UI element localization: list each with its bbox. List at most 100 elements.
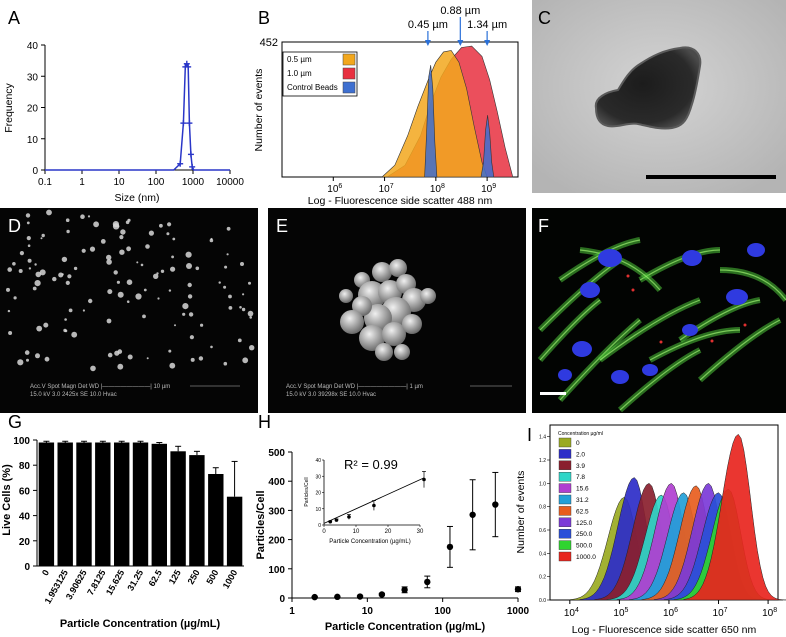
chart-i-legend-swatch-3 xyxy=(558,472,572,482)
sem-d-particle xyxy=(18,269,23,273)
sem-d-particle xyxy=(8,331,13,335)
sem-d-particle xyxy=(249,345,255,351)
chart-i-y-tick-label: 0.0 xyxy=(539,598,546,604)
chart-g-y-tick-label: 40 xyxy=(19,512,31,523)
chart-i-legend-title: Concentration µg/ml xyxy=(558,431,603,437)
chart-h-inset-y-tick-label: 40 xyxy=(315,458,321,464)
chart-g-bar-2 xyxy=(76,442,92,566)
chart-h-inset-x-label: Particle Concentration (µg/mL) xyxy=(329,539,411,545)
chart-b-x-tick-label: 106 xyxy=(327,183,342,195)
sem-d-particle xyxy=(125,220,130,225)
chart-g-bar-3 xyxy=(95,442,111,566)
fluor-particle xyxy=(631,288,635,292)
sem-d-particle xyxy=(13,296,17,300)
chart-b-x-tick-label: 109 xyxy=(481,183,496,195)
chart-i-y-tick-label: 0.8 xyxy=(539,505,546,511)
chart-i-legend-swatch-1 xyxy=(558,449,572,459)
fluor-actin-strand xyxy=(619,349,701,411)
chart-i: 104 105 106 107 1080.00.20.40.60.81.01.21.4 … xyxy=(515,424,786,636)
panel-label-a: A xyxy=(8,8,20,28)
sem-d-particle xyxy=(28,267,32,270)
chart-h-inset-r2: R² = 0.99 xyxy=(344,457,398,472)
chart-i-legend-label-10: 1000.0 xyxy=(576,554,596,561)
chart-b-marker-label-2: 1.34 µm xyxy=(467,19,507,31)
fluor-nucleus xyxy=(747,243,765,257)
chart-h-inset-point-3 xyxy=(372,503,376,508)
chart-b-legend-label-2: Control Beads xyxy=(287,83,338,92)
sem-e-sphere xyxy=(402,314,422,334)
chart-b-x-tick-label: 107 xyxy=(379,183,394,195)
sem-d-particle xyxy=(43,322,49,328)
chart-h-y-label: Particles/Cell xyxy=(255,490,267,559)
sem-d-particle xyxy=(146,357,149,360)
sem-e-sphere xyxy=(339,289,353,303)
sem-d-particle xyxy=(73,266,78,271)
sem-d-particle xyxy=(90,365,96,372)
sem-d-particle xyxy=(12,262,16,266)
sem-d-particle xyxy=(68,308,73,313)
sem-e-sphere xyxy=(372,262,392,282)
chart-a-x-tick-label: 0.1 xyxy=(38,177,52,188)
chart-i-y-tick-label: 1.2 xyxy=(539,458,546,464)
sem-d-particle xyxy=(157,297,160,300)
chart-b-area-3 xyxy=(480,115,495,178)
fluor-nucleus xyxy=(682,324,698,336)
sem-d-particle xyxy=(168,349,172,353)
sem-d-particle xyxy=(65,218,70,222)
chart-g-x-label: Particle Concentration (µg/mL) xyxy=(60,618,221,630)
sem-e-sphere xyxy=(340,310,364,334)
chart-g-bar-5 xyxy=(132,442,149,566)
chart-h-point-2 xyxy=(356,593,364,600)
sem-d-particle xyxy=(226,226,231,231)
chart-b: 106 107 108 109 0.45 µm 0.88 µm 1.34 µm 0.5 µ… xyxy=(253,5,519,207)
chart-i-x-label: Log - Fluorescence side scatter 650 nm xyxy=(572,624,757,636)
sem-d-particle xyxy=(120,229,126,235)
chart-b-legend-swatch-1 xyxy=(342,67,356,80)
sem-d-particle xyxy=(186,263,192,269)
fluor-actin-strand xyxy=(599,299,701,361)
sem-d-particle xyxy=(26,221,30,225)
sem-d-particle xyxy=(135,293,142,300)
fluor-actin-strand xyxy=(649,329,741,361)
chart-h-inset-x-tick-label: 30 xyxy=(417,529,424,535)
sem-d-particle xyxy=(34,263,37,266)
chart-h-inset-y-tick-label: 0 xyxy=(318,523,321,529)
fluor-particle xyxy=(743,323,747,327)
chart-a-x-label: Size (nm) xyxy=(115,192,160,204)
chart-g-x-tick-label-6: 62.5 xyxy=(147,568,164,588)
chart-h-inset-point-0 xyxy=(328,519,333,524)
chart-g-bar-4 xyxy=(114,442,130,566)
chart-b-marker-arrow-1 xyxy=(457,40,464,46)
chart-a-series-line xyxy=(45,62,230,171)
chart-i-x-tick-label: 107 xyxy=(713,607,728,619)
chart-i-y-tick-label: 1.0 xyxy=(539,481,546,487)
chart-h-point-6 xyxy=(446,543,454,551)
chart-h-inset: 0 10 20 30 0 10 20 30 40 R² = 0.99 Particle Conc… xyxy=(304,457,426,545)
sem-d-particle xyxy=(242,293,245,296)
sem-d-particle xyxy=(188,312,194,317)
fluor-actin-strand xyxy=(699,319,781,381)
chart-i-legend-swatch-8 xyxy=(558,529,572,539)
sem-e-sphere xyxy=(389,259,407,277)
sem-d-particle xyxy=(247,310,254,317)
panel-label-i: I xyxy=(527,425,532,445)
chart-a-x-tick-label: 1 xyxy=(79,177,85,188)
fluor-actin-strand xyxy=(719,269,786,301)
sem-d-particle xyxy=(187,294,193,299)
chart-i-y-tick-label: 0.4 xyxy=(539,551,546,557)
chart-g-bar-10 xyxy=(226,496,243,566)
sem-d-particle xyxy=(112,221,119,228)
sem-d-particle xyxy=(82,309,85,312)
chart-b-legend-swatch-0 xyxy=(342,53,356,66)
sem-e-sphere xyxy=(382,322,406,346)
sem-d-particle xyxy=(187,282,192,288)
sem-d-particle xyxy=(106,254,112,261)
chart-i-legend-label-2: 3.9 xyxy=(576,463,585,470)
sem-d-particle xyxy=(25,213,31,218)
fluor-nucleus xyxy=(682,250,702,266)
sem-image-e: E Acc.V Spot Magn Det WD |————————| 1 µm… xyxy=(268,208,526,413)
sem-e-info-2: 15.0 kV 3.0 39298x SE 10.0 Hvac xyxy=(286,392,376,398)
fluor-nucleus xyxy=(726,289,748,305)
panel-label-h: H xyxy=(258,412,271,432)
chart-a-x-tick-label: 10 xyxy=(113,177,125,188)
